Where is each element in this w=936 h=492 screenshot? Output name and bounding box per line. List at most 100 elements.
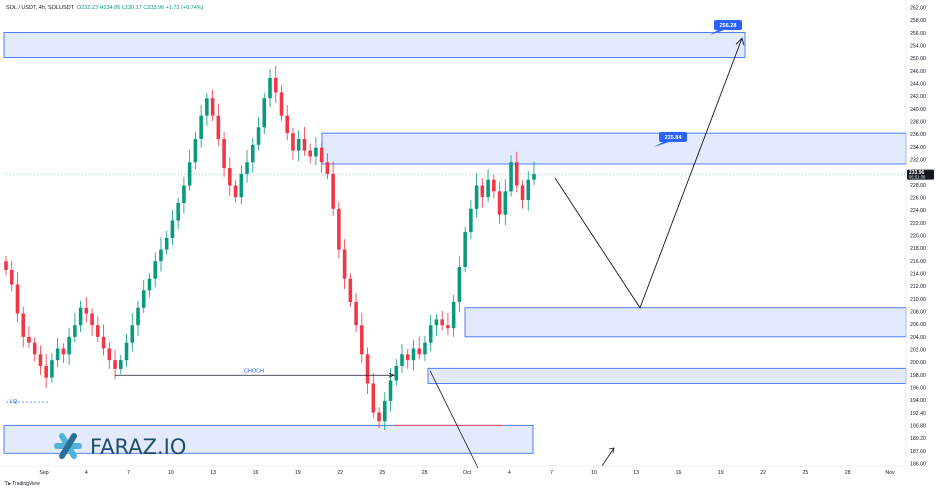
candle-body[interactable] xyxy=(486,179,490,198)
candle-body[interactable] xyxy=(239,173,244,198)
candle-body[interactable] xyxy=(279,92,284,116)
candle-body[interactable] xyxy=(27,336,31,343)
candle-body[interactable] xyxy=(365,354,370,384)
candle-body[interactable] xyxy=(73,325,77,337)
candle-body[interactable] xyxy=(331,173,335,209)
candle-body[interactable] xyxy=(400,354,404,366)
candle-body[interactable] xyxy=(308,150,312,157)
candle-body[interactable] xyxy=(159,249,163,262)
candle-body[interactable] xyxy=(314,147,318,157)
candle-body[interactable] xyxy=(141,290,146,308)
candle-body[interactable] xyxy=(61,348,66,355)
candle-body[interactable] xyxy=(90,313,94,326)
candle-body[interactable] xyxy=(32,342,37,355)
candle-body[interactable] xyxy=(348,278,353,302)
candle-body[interactable] xyxy=(515,162,519,186)
candle-body[interactable] xyxy=(107,348,112,361)
candle-body[interactable] xyxy=(285,115,289,134)
zone-price-tag[interactable]: 256.28 xyxy=(710,20,742,35)
candle-body[interactable] xyxy=(405,354,410,361)
candle-body[interactable] xyxy=(38,354,43,366)
candle-body[interactable] xyxy=(147,278,152,291)
candle-body[interactable] xyxy=(124,342,129,361)
candle-body[interactable] xyxy=(101,336,106,349)
candle-body[interactable] xyxy=(354,301,358,326)
current-price-badge[interactable] xyxy=(907,169,934,180)
candle-body[interactable] xyxy=(371,383,376,413)
candle-body[interactable] xyxy=(497,191,502,215)
candle-body[interactable] xyxy=(50,360,54,378)
candle-body[interactable] xyxy=(469,208,473,233)
candle-body[interactable] xyxy=(136,307,140,326)
candle-body[interactable] xyxy=(434,319,439,326)
candle-body[interactable] xyxy=(119,360,123,369)
candle-body[interactable] xyxy=(428,325,433,343)
candle-body[interactable] xyxy=(325,162,330,174)
candle-body[interactable] xyxy=(84,307,89,314)
zone-price-tag[interactable]: 235.84 xyxy=(654,132,687,147)
candle-body[interactable] xyxy=(360,325,364,355)
candle-body[interactable] xyxy=(176,202,180,221)
candle-body[interactable] xyxy=(210,98,215,116)
candle-body[interactable] xyxy=(457,267,462,302)
candle-body[interactable] xyxy=(228,168,232,186)
candle-body[interactable] xyxy=(526,179,531,201)
symbol-label[interactable]: SOL / USDT, 4h, SOLUSDT xyxy=(6,5,74,11)
candle-body[interactable] xyxy=(451,301,456,329)
candle-body[interactable] xyxy=(503,191,508,215)
candle-body[interactable] xyxy=(153,261,157,279)
zone-rect[interactable] xyxy=(321,132,907,165)
candle-body[interactable] xyxy=(319,147,324,163)
candle-body[interactable] xyxy=(256,127,261,145)
zone-rect[interactable] xyxy=(3,32,746,58)
candle-body[interactable] xyxy=(170,220,175,238)
candle-body[interactable] xyxy=(388,380,393,401)
candle-body[interactable] xyxy=(302,138,307,151)
candle-body[interactable] xyxy=(216,115,221,139)
candle-body[interactable] xyxy=(480,185,485,198)
candle-body[interactable] xyxy=(199,115,203,139)
candle-body[interactable] xyxy=(55,348,60,361)
candle-body[interactable] xyxy=(291,133,295,151)
candle-body[interactable] xyxy=(9,269,14,285)
candle-body[interactable] xyxy=(532,174,536,180)
candle-body[interactable] xyxy=(245,162,249,174)
candle-body[interactable] xyxy=(296,138,301,151)
candle-body[interactable] xyxy=(130,325,135,343)
candle-body[interactable] xyxy=(67,336,71,355)
candle-body[interactable] xyxy=(222,138,226,169)
candle-body[interactable] xyxy=(187,162,192,186)
candle-body[interactable] xyxy=(383,400,387,422)
candle-body[interactable] xyxy=(268,77,272,99)
projection-path[interactable] xyxy=(554,38,743,309)
candle-body[interactable] xyxy=(273,77,278,93)
zone-rect[interactable] xyxy=(3,424,534,454)
candle-body[interactable] xyxy=(262,98,267,128)
candle-body[interactable] xyxy=(411,348,416,361)
candle-body[interactable] xyxy=(394,365,399,381)
candle-body[interactable] xyxy=(4,261,8,270)
candle-body[interactable] xyxy=(233,185,238,198)
candle-body[interactable] xyxy=(520,185,525,201)
tradingview-footer[interactable]: ⊤▸ TradingView xyxy=(4,481,40,487)
candle-body[interactable] xyxy=(164,237,169,250)
candle-body[interactable] xyxy=(21,313,25,337)
zone-rect[interactable] xyxy=(427,367,907,384)
candle-body[interactable] xyxy=(342,249,347,279)
candle-body[interactable] xyxy=(193,138,198,163)
candle-body[interactable] xyxy=(78,307,83,326)
candle-body[interactable] xyxy=(423,342,427,355)
candle-body[interactable] xyxy=(474,185,479,209)
candle-body[interactable] xyxy=(440,319,444,326)
candle-body[interactable] xyxy=(509,162,513,192)
candle-body[interactable] xyxy=(492,179,496,192)
candle-body[interactable] xyxy=(463,232,467,268)
candle-body[interactable] xyxy=(205,98,209,116)
small-arrow-line[interactable] xyxy=(601,447,615,467)
candle-body[interactable] xyxy=(417,348,421,355)
candle-body[interactable] xyxy=(337,208,341,250)
candle-body[interactable] xyxy=(446,325,450,329)
candle-body[interactable] xyxy=(96,325,100,337)
candle-body[interactable] xyxy=(377,412,381,422)
